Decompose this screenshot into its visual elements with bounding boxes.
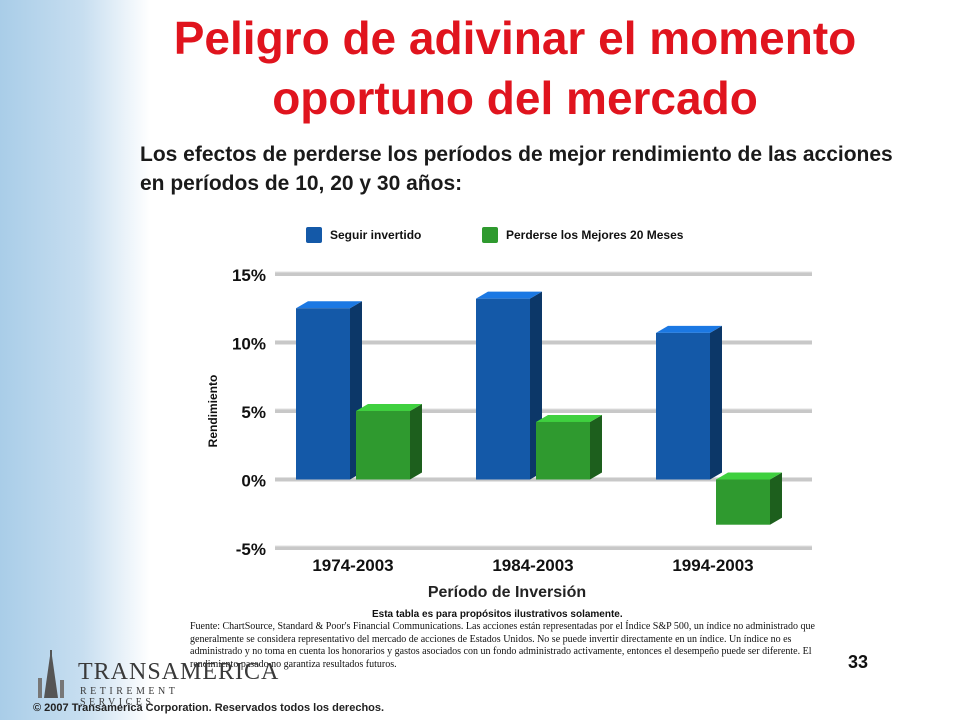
illustrative-note: Esta tabla es para propósitos ilustrativ… (372, 609, 623, 620)
bar-top (356, 404, 422, 411)
side-gradient-band (0, 0, 150, 720)
bar-side (770, 472, 782, 525)
bar-top (296, 301, 362, 309)
bar-side (590, 414, 602, 480)
logo-wordmark: TRANSAMERICA (78, 659, 280, 685)
legend-label-stay-invested: Seguir invertido (326, 228, 426, 242)
slide-subtitle: Los efectos de perderse los períodos de … (140, 143, 893, 195)
bar-side (410, 404, 422, 480)
bar-top (716, 472, 782, 480)
bar-top (476, 291, 542, 299)
x-tick-label: 1974-2003 (312, 556, 393, 575)
bar-top (656, 325, 722, 333)
bar (656, 332, 710, 480)
legend-label-missed-best: Perderse los Mejores 20 Meses (502, 228, 688, 242)
bar (716, 479, 770, 525)
page-number: 33 (848, 652, 869, 672)
transamerica-logo: TRANSAMERICA RETIREMENT SERVICES (30, 650, 278, 708)
slide-title: Peligro de adivinar el momento oportuno … (173, 12, 857, 124)
y-tick-label: 5% (241, 403, 266, 422)
y-tick-label: 0% (241, 472, 266, 491)
x-tick-label: 1994-2003 (672, 556, 753, 575)
bar-side (710, 325, 722, 480)
legend-item-stay-invested: Seguir invertido (306, 224, 426, 246)
pyramid-logo-icon (38, 650, 64, 698)
x-axis-title: Período de Inversión (428, 584, 586, 601)
y-tick-label: -5% (236, 540, 266, 559)
y-tick-label: 15% (232, 266, 266, 285)
bar (476, 298, 530, 480)
copyright-notice: © 2007 Transamerica Corporation. Reserva… (33, 702, 385, 714)
x-tick-label: 1984-2003 (492, 556, 573, 575)
bar (536, 421, 590, 480)
bar-top (536, 414, 602, 422)
source-footnote: Fuente: ChartSource, Standard & Poor's F… (190, 621, 815, 670)
bar (356, 411, 410, 480)
y-tick-label: 10% (232, 335, 266, 354)
chart-legend: Seguir invertido Perderse los Mejores 20… (300, 224, 770, 246)
legend-swatch-missed-best (482, 227, 498, 243)
legend-swatch-stay-invested (306, 227, 322, 243)
y-axis-title: Rendimiento (206, 375, 220, 448)
legend-item-missed-best: Perderse los Mejores 20 Meses (482, 224, 688, 246)
logo-tagline: RETIREMENT SERVICES (80, 686, 179, 708)
bar (296, 308, 350, 480)
